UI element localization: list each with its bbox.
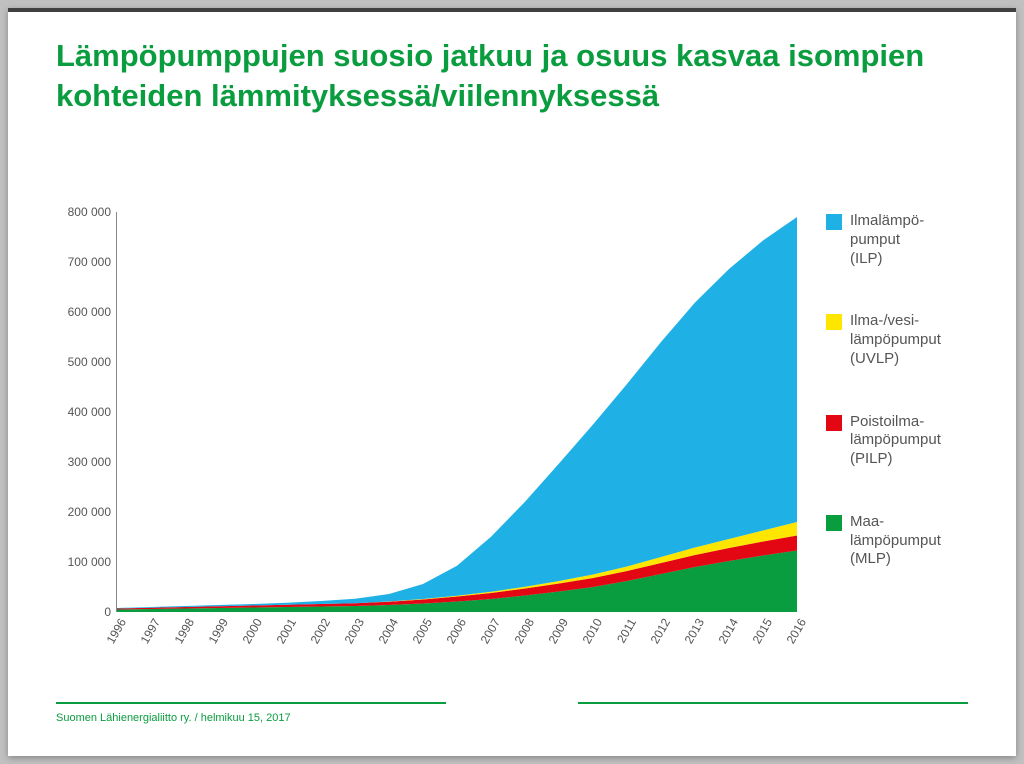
x-tick-label: 2010 xyxy=(580,616,605,646)
legend-item-UVLP: Ilma-/vesi-lämpöpumput(UVLP) xyxy=(826,312,986,368)
area-chart: 0 100 000 200 000 300 000 400 000 500 000 600 … xyxy=(56,212,976,672)
y-tick-label: 700 000 xyxy=(57,255,111,269)
x-tick-label: 2000 xyxy=(240,616,265,646)
footer-text: Suomen Lähienergialiitto ry. / helmikuu … xyxy=(56,712,291,724)
legend-label: Ilmalämpö-pumput(ILP) xyxy=(850,212,924,268)
legend-item-PILP: Poistoilma-lämpöpumput(PILP) xyxy=(826,413,986,469)
legend-label: Ilma-/vesi-lämpöpumput(UVLP) xyxy=(850,312,941,368)
x-tick-label: 2016 xyxy=(784,616,809,646)
x-tick-label: 2007 xyxy=(478,616,503,646)
legend-label: Maa-lämpöpumput(MLP) xyxy=(850,513,941,569)
x-tick-label: 2003 xyxy=(342,616,367,646)
footer-rule-left xyxy=(56,702,446,704)
legend: Ilmalämpö-pumput(ILP) Ilma-/vesi-lämpöpum… xyxy=(826,212,986,613)
x-tick-label: 2002 xyxy=(308,616,333,646)
x-tick-label: 2015 xyxy=(750,616,775,646)
x-tick-label: 2005 xyxy=(410,616,435,646)
x-tick-label: 2014 xyxy=(716,616,741,646)
y-tick-label: 500 000 xyxy=(57,355,111,369)
x-tick-label: 2009 xyxy=(546,616,571,646)
y-tick-label: 200 000 xyxy=(57,505,111,519)
x-tick-label: 1996 xyxy=(104,616,129,646)
x-tick-label: 2004 xyxy=(376,616,401,646)
x-tick-label: 1998 xyxy=(172,616,197,646)
y-tick-label: 100 000 xyxy=(57,555,111,569)
x-tick-label: 2008 xyxy=(512,616,537,646)
legend-swatch xyxy=(826,415,842,431)
legend-swatch xyxy=(826,214,842,230)
y-tick-label: 600 000 xyxy=(57,305,111,319)
legend-swatch xyxy=(826,515,842,531)
y-tick-label: 0 xyxy=(57,605,111,619)
x-tick-label: 2011 xyxy=(614,616,639,645)
x-tick-label: 2001 xyxy=(274,616,299,646)
footer-rule-right xyxy=(578,702,968,704)
x-tick-label: 2006 xyxy=(444,616,469,646)
x-tick-label: 2012 xyxy=(648,616,673,646)
slide-page: Lämpöpumppujen suosio jatkuu ja osuus ka… xyxy=(8,8,1016,756)
slide-title: Lämpöpumppujen suosio jatkuu ja osuus ka… xyxy=(56,36,956,117)
legend-item-ILP: Ilmalämpö-pumput(ILP) xyxy=(826,212,986,268)
legend-item-MLP: Maa-lämpöpumput(MLP) xyxy=(826,513,986,569)
x-tick-label: 1997 xyxy=(138,616,163,646)
y-tick-label: 300 000 xyxy=(57,455,111,469)
legend-label: Poistoilma-lämpöpumput(PILP) xyxy=(850,413,941,469)
area-svg xyxy=(117,212,797,612)
x-tick-label: 1999 xyxy=(206,616,231,646)
plot-area: 0100 000200 000300 000400 000500 000600 … xyxy=(116,212,796,612)
y-tick-label: 800 000 xyxy=(57,205,111,219)
x-tick-label: 2013 xyxy=(682,616,707,646)
y-tick-label: 400 000 xyxy=(57,405,111,419)
legend-swatch xyxy=(826,314,842,330)
